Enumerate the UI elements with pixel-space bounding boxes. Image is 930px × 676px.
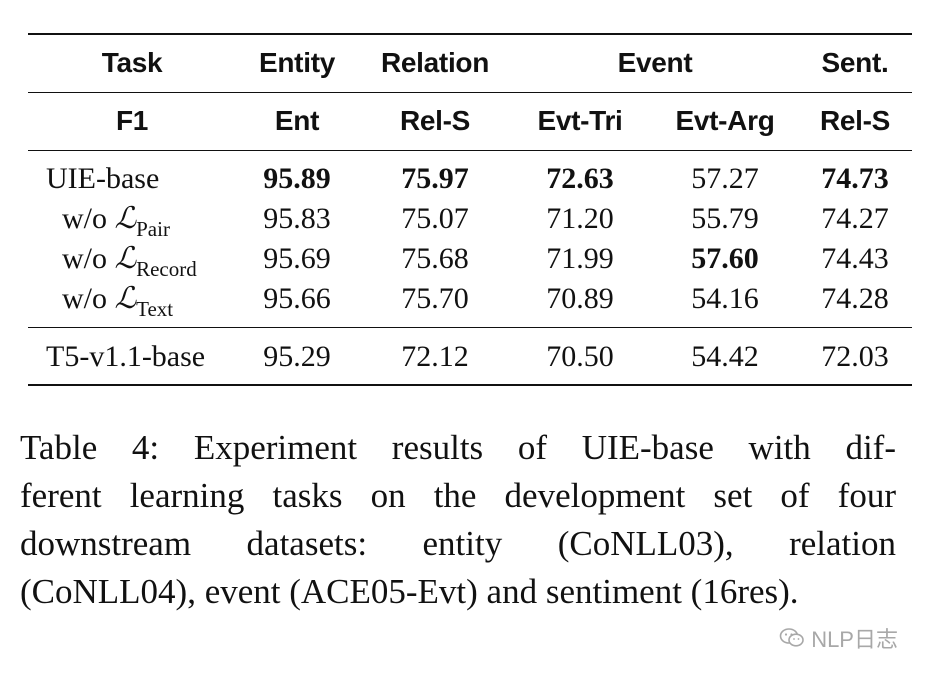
header-relation: Relation [380,47,490,78]
header-f1: F1 [115,105,149,136]
row-label-wo-record: w/o ℒRecord [62,241,197,282]
header-event: Event [617,47,693,78]
table-header-rule-2 [28,150,912,151]
row-label-wo-pair: w/o ℒPair [62,201,170,242]
table-cell: 75.68 [401,242,469,275]
table-cell: 72.12 [401,340,469,373]
table-cell: 70.50 [546,340,614,373]
loss-subscript: Record [136,257,197,281]
table-cell: 95.66 [263,282,331,315]
table-cell: 72.63 [546,162,614,195]
header-sent-rel-s: Rel-S [819,105,891,136]
header-evt-arg: Evt-Arg [675,105,775,136]
table-cell: 95.69 [263,242,331,275]
header-task: Task [101,47,163,78]
row-label-prefix: w/o [62,202,115,235]
table-cell: 95.83 [263,202,331,235]
watermark-text: NLP日志 [811,627,898,652]
table-cell: 54.16 [691,282,759,315]
table-mid-rule [28,327,912,328]
table-cell: 74.73 [821,162,889,195]
table-cell: 71.20 [546,202,614,235]
loss-symbol: ℒ [114,201,137,236]
table-cell: 74.28 [821,282,889,315]
table-cell: 75.07 [401,202,469,235]
table-cell: 75.70 [401,282,469,315]
caption-line: ferent learning tasks on the development… [20,476,896,515]
table-cell: 95.89 [263,162,331,195]
table-header-rule-1 [28,92,912,93]
table-cell: 72.03 [821,340,889,373]
table-cell: 57.27 [691,162,759,195]
row-label-prefix: w/o [62,282,115,315]
caption-line: downstream datasets: entity (CoNLL03), r… [20,524,896,563]
loss-subscript: Text [136,297,174,321]
header-sent: Sent. [821,47,889,78]
loss-symbol: ℒ [114,281,137,316]
row-label-prefix: w/o [62,242,115,275]
header-evt-tri: Evt-Tri [537,105,623,136]
loss-symbol: ℒ [114,241,137,276]
table-caption: Table 4: Experiment results of UIE-base … [20,424,896,616]
table-cell: 95.29 [263,340,331,373]
table-cell: 74.27 [821,202,889,235]
row-label-uie-base: UIE-base [46,162,160,195]
watermark: NLP日志 [779,622,898,654]
header-ent: Ent [274,105,320,136]
table-bottom-rule [28,384,912,386]
table-cell: 57.60 [691,242,759,275]
loss-subscript: Pair [136,217,170,241]
table-cell: 55.79 [691,202,759,235]
row-label-wo-text: w/o ℒText [62,281,174,322]
table-cell: 70.89 [546,282,614,315]
table-cell: 75.97 [401,162,469,195]
caption-line: Table 4: Experiment results of UIE-base … [20,428,896,467]
table-top-rule [28,33,912,35]
table-cell: 74.43 [821,242,889,275]
table-cell: 71.99 [546,242,614,275]
caption-line: (CoNLL04), event (ACE05-Evt) and sentime… [20,572,799,611]
row-label-t5-base: T5-v1.1-base [46,340,206,373]
wechat-icon [779,628,804,647]
table-cell: 54.42 [691,340,759,373]
header-entity: Entity [259,47,335,78]
header-rel-s: Rel-S [399,105,471,136]
